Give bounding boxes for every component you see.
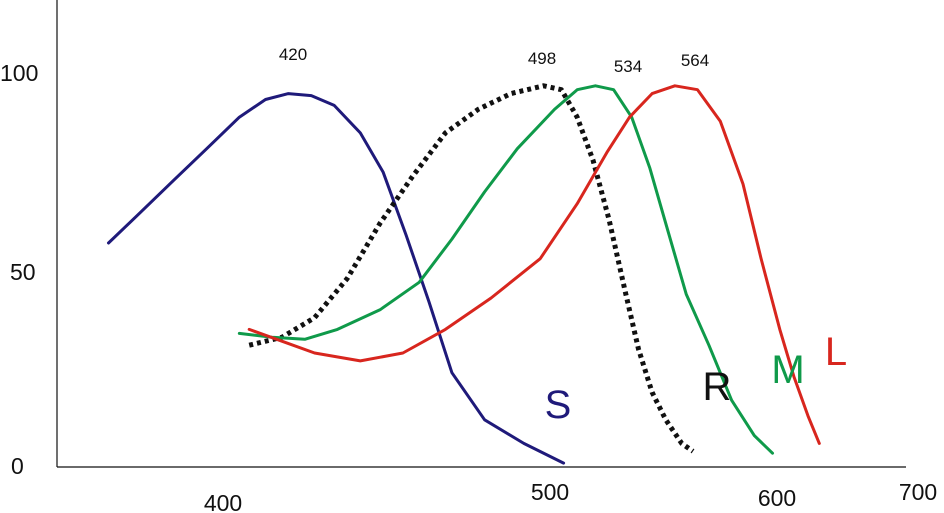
series-line-s xyxy=(107,92,566,465)
x-tick-label-700: 700 xyxy=(899,479,937,505)
series-label-r: R xyxy=(703,365,732,409)
peak-label-r: 498 xyxy=(528,49,556,68)
series-layer xyxy=(107,83,821,465)
y-tick-label-50: 50 xyxy=(10,259,36,285)
series-line-l xyxy=(247,84,821,445)
series-label-s: S xyxy=(545,383,572,427)
y-tick-label-0: 0 xyxy=(11,453,24,479)
x-tick-label-500: 500 xyxy=(531,479,569,505)
peak-label-l: 564 xyxy=(681,51,709,70)
axes-layer xyxy=(56,0,906,468)
series-line-m xyxy=(237,84,774,455)
x-tick-label-400: 400 xyxy=(204,490,242,513)
y-tick-label-100: 100 xyxy=(0,60,38,86)
series-label-m: M xyxy=(771,348,804,392)
peak-label-s: 420 xyxy=(279,45,307,64)
series-line-r xyxy=(248,83,695,454)
annotation-layer: 420 498 534 564 S R M L xyxy=(279,45,847,427)
series-label-l: L xyxy=(825,330,847,374)
peak-label-m: 534 xyxy=(614,57,642,76)
tick-labels-layer: 400 500 600 700 0 50 100 xyxy=(0,60,937,513)
x-tick-label-600: 600 xyxy=(758,485,796,511)
